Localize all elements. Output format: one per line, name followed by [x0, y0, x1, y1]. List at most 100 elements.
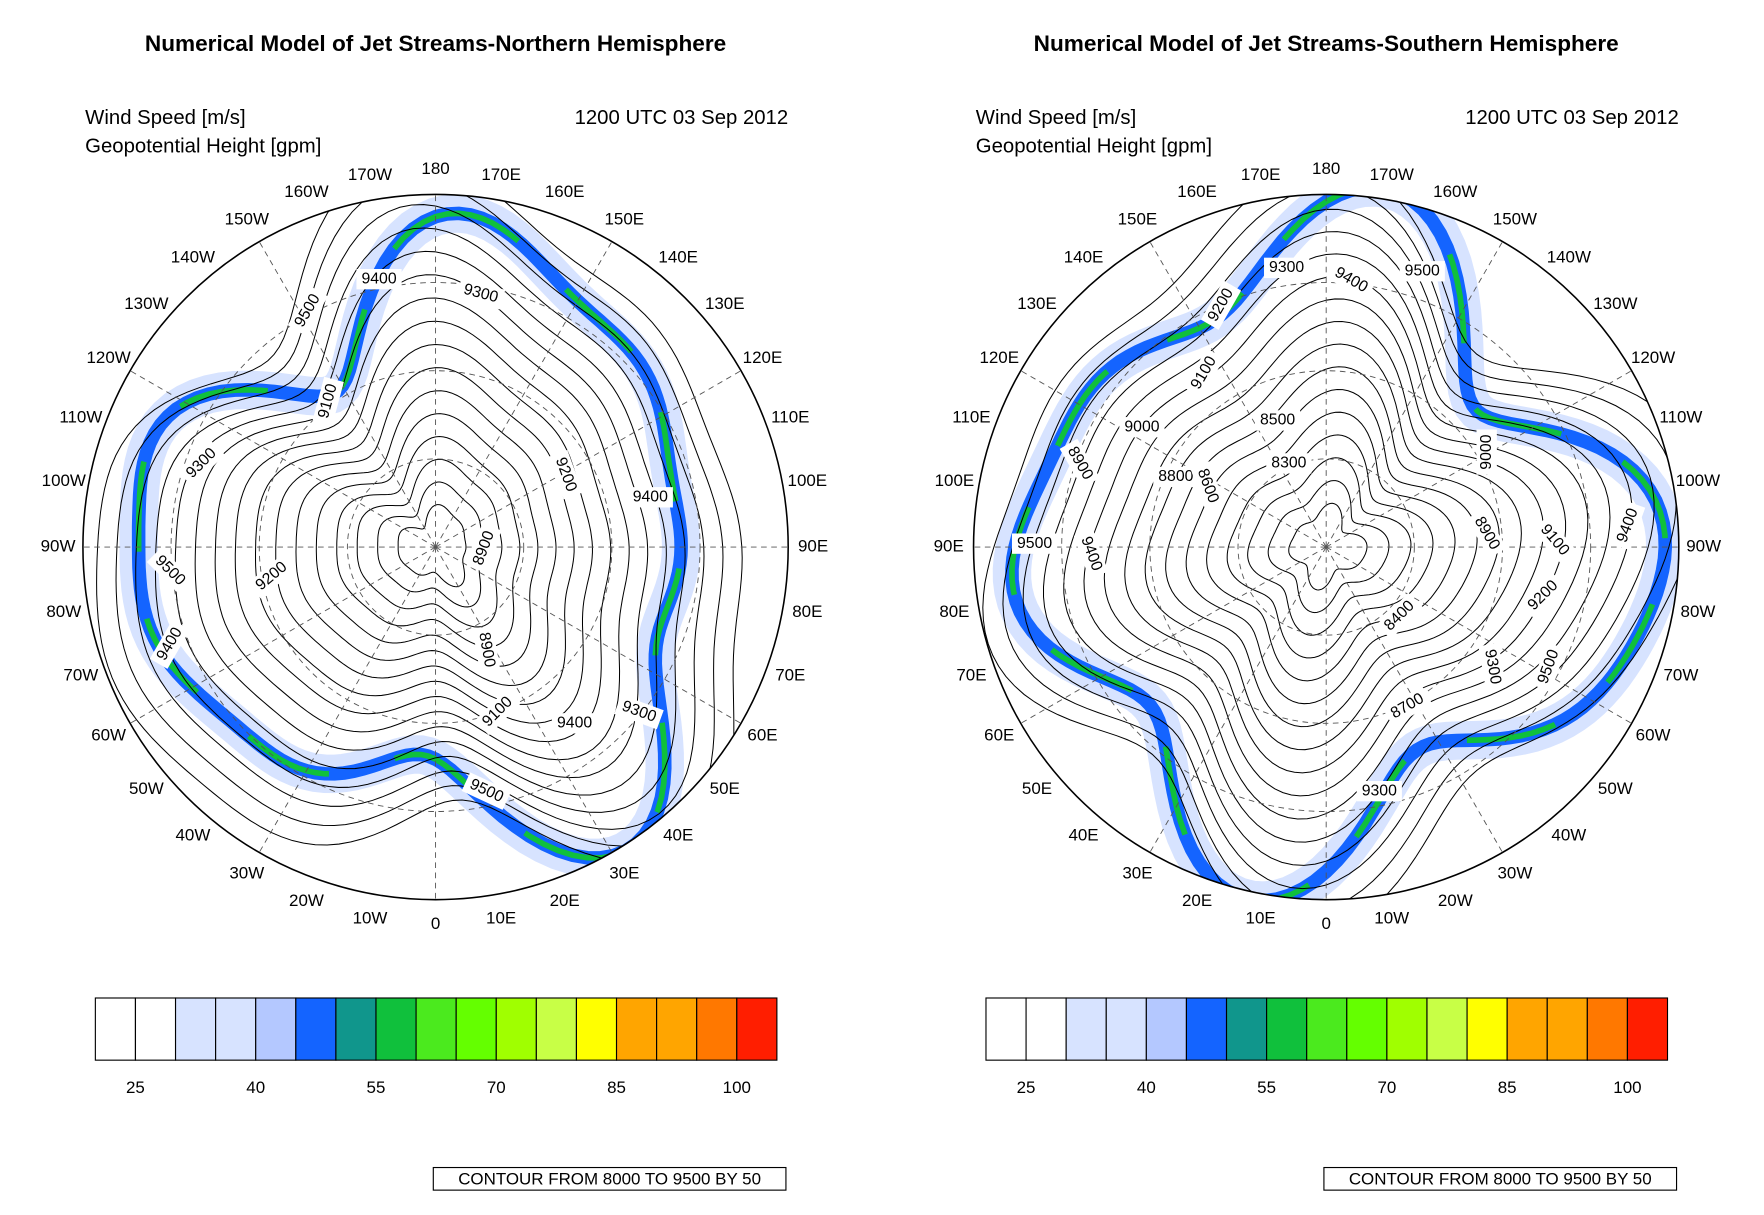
- longitude-label: 120E: [979, 348, 1019, 367]
- contour-label-group: 9300: [456, 278, 506, 310]
- meridian: [435, 546, 613, 853]
- longitude-label: 60E: [984, 725, 1014, 744]
- colorbar-tick-label: 100: [723, 1078, 751, 1097]
- colorbar-box: [1065, 997, 1107, 1061]
- latitude-circle: [1237, 458, 1415, 636]
- longitude-label: 100E: [935, 471, 975, 490]
- contour-note-box: [1323, 1166, 1678, 1191]
- longitude-label: 70E: [775, 666, 805, 685]
- contour-label: 8500: [1260, 412, 1295, 429]
- colorbar-box: [1626, 997, 1669, 1061]
- height-contour: [315, 413, 539, 667]
- height-contour: [1002, 194, 1677, 900]
- height-contour: [1247, 457, 1412, 636]
- meridian: [1325, 241, 1503, 548]
- latitude-circle: [346, 458, 525, 636]
- longitude-label: 30E: [609, 863, 639, 882]
- colorbar-box: [415, 997, 457, 1061]
- panel-title: Numerical Model of Jet Streams-Northern …: [145, 31, 726, 56]
- contour-label-group: 9400: [356, 268, 402, 290]
- contour-label-bg: [247, 554, 296, 599]
- contour-label-group: 9200: [1520, 572, 1567, 619]
- panel: Numerical Model of Jet Streams-Southern …: [934, 31, 1721, 1191]
- contour-label-bg: [627, 487, 673, 508]
- contour-label-bg: [1532, 516, 1577, 565]
- map-border: [82, 193, 789, 901]
- colorbar-tick-label: 70: [487, 1078, 506, 1097]
- contour-label: 9500: [1017, 535, 1052, 552]
- contour-label-bg: [1476, 429, 1497, 475]
- longitude-label: 80E: [792, 602, 822, 621]
- colorbar-tick-label: 25: [126, 1078, 145, 1097]
- contour-label-group: 9500: [461, 772, 512, 810]
- longitude-label: 160E: [545, 182, 585, 201]
- meridian: [435, 546, 742, 724]
- contour-label-group: 9200: [548, 449, 583, 500]
- meridian: [1020, 370, 1327, 548]
- colorbar-tick-label: 25: [1017, 1078, 1036, 1097]
- colorbar-box: [495, 997, 537, 1061]
- polar-map: [973, 194, 1679, 900]
- colorbar-box: [455, 997, 497, 1061]
- meridian: [1325, 546, 1632, 724]
- contour-label: 8900: [475, 631, 498, 669]
- colorbar-box: [1306, 997, 1348, 1061]
- colorbar-tick-label: 70: [1377, 1078, 1396, 1097]
- longitude-label: 160W: [1433, 182, 1477, 201]
- contour-label-group: 8900: [472, 625, 501, 674]
- contour-label-bg: [1119, 417, 1165, 438]
- longitude-label: 140E: [658, 247, 698, 266]
- contour-label-group: 8900: [1466, 508, 1507, 559]
- panel-title: Numerical Model of Jet Streams-Southern …: [1034, 31, 1619, 56]
- longitude-label: 120W: [87, 348, 131, 367]
- height-contour: [1267, 480, 1390, 614]
- height-contour: [1206, 411, 1456, 682]
- contour-label-bg: [1356, 780, 1402, 802]
- colorbar-box: [1185, 997, 1228, 1061]
- colorbar-box: [736, 997, 778, 1061]
- longitude-label: 170E: [1241, 165, 1281, 184]
- longitude-label: 130W: [1593, 294, 1637, 313]
- longitude-label: 180: [421, 159, 449, 178]
- contour-label-bg: [1264, 257, 1310, 279]
- height-contour: [1043, 231, 1633, 866]
- meridian: [129, 370, 436, 548]
- contour-label-group: 9400: [1073, 529, 1109, 579]
- colorbar-tick-label: 40: [1137, 1078, 1156, 1097]
- contour-label-group: 9000: [1476, 429, 1497, 475]
- contour-label-bg: [146, 547, 194, 594]
- contour-note: CONTOUR FROM 8000 TO 9500 BY 50: [1349, 1169, 1652, 1188]
- field-label: Wind Speed [m/s]: [976, 107, 1136, 129]
- contour-label-group: 9300: [1356, 780, 1402, 802]
- longitude-label: 150W: [225, 210, 269, 229]
- longitude-label: 120E: [743, 348, 783, 367]
- colorbar-box: [1025, 997, 1067, 1061]
- colorbar-box: [1466, 997, 1508, 1061]
- colorbar-box: [1346, 997, 1388, 1061]
- contour-label-bg: [456, 278, 506, 310]
- longitude-label: 60W: [91, 725, 126, 744]
- contour-label-bg: [1531, 642, 1567, 692]
- contour-label-bg: [1520, 572, 1567, 619]
- height-contour: [295, 390, 557, 686]
- colorbar-box: [174, 997, 217, 1061]
- longitude-label: 170W: [1370, 165, 1414, 184]
- longitude-label: 60W: [1636, 725, 1671, 744]
- longitude-label: 60E: [747, 725, 777, 744]
- meridian: [435, 370, 742, 548]
- longitude-label: 110W: [59, 407, 102, 426]
- map-border: [972, 193, 1680, 901]
- contour-label-bg: [461, 772, 512, 810]
- longitude-label: 0: [1321, 914, 1330, 933]
- contour-label-group: 8800: [1153, 466, 1199, 488]
- field-label: Geopotential Height [gpm]: [85, 135, 321, 157]
- contour-label-bg: [1200, 280, 1242, 330]
- colorbar-box: [215, 997, 257, 1061]
- contour-label-group: 9400: [1610, 500, 1646, 551]
- longitude-label: 50E: [710, 779, 740, 798]
- field-label: Geopotential Height [gpm]: [976, 135, 1212, 157]
- meridian: [129, 546, 436, 724]
- colorbar-box: [255, 997, 297, 1061]
- contour-label-group: 8900: [466, 523, 502, 573]
